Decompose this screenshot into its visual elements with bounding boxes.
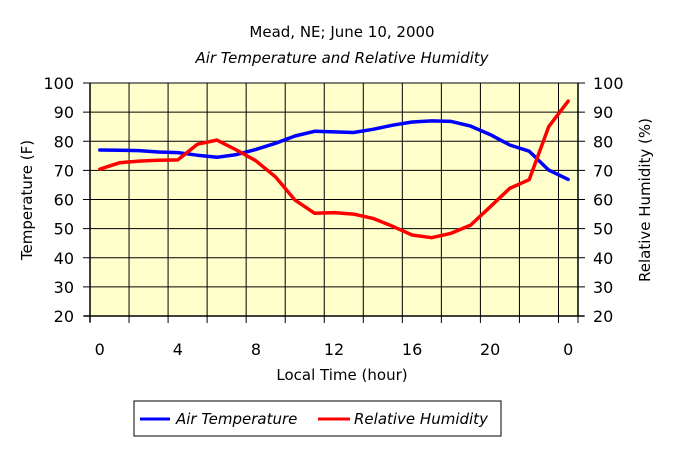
- chart-subtitle: Air Temperature and Relative Humidity: [194, 49, 489, 67]
- legend-box: [133, 400, 502, 437]
- x-tick-label: 12: [324, 340, 344, 359]
- legend-label-relative-humidity: Relative Humidity: [354, 410, 489, 428]
- series-lines: [98, 99, 570, 240]
- y-right-tick-label: 90: [593, 103, 613, 122]
- gridlines: [90, 82, 578, 316]
- x-tick-label: 8: [251, 340, 261, 359]
- y-axis-right-title: Relative Humidity (%): [636, 118, 654, 282]
- y-left-tick-label: 100: [43, 74, 74, 93]
- y-left-tick-label: 90: [54, 103, 74, 122]
- y-right-tick-label: 50: [593, 220, 613, 239]
- series-line-air-temperature: [98, 119, 570, 182]
- y-left-tick-label: 60: [54, 191, 74, 210]
- y-right-tick-label: 100: [593, 74, 624, 93]
- y-right-tick-label: 40: [593, 249, 613, 268]
- y-left-tick-label: 50: [54, 220, 74, 239]
- y-right-tick-label: 30: [593, 278, 613, 297]
- y-right-tick-label: 70: [593, 161, 613, 180]
- legend-label-air-temperature: Air Temperature: [175, 410, 297, 428]
- x-tick-label: 4: [173, 340, 183, 359]
- y-right-tick-label: 20: [593, 307, 613, 326]
- x-tick-label: 16: [402, 340, 422, 359]
- y-left-tick-label: 70: [54, 161, 74, 180]
- y-axis-right-ticks: 20 30 40 50 60 70 80 90 100: [578, 74, 624, 326]
- x-axis-title: Local Time (hour): [276, 366, 407, 384]
- legend: Air Temperature Relative Humidity: [133, 400, 502, 437]
- y-axis-left-ticks: 20 30 40 50 60 70 80 90 100: [43, 74, 90, 326]
- x-tick-label: 0: [95, 340, 105, 359]
- x-axis-ticks: 0 4 8 12 16 20 0: [89, 316, 579, 359]
- y-left-tick-label: 20: [54, 307, 74, 326]
- y-left-tick-label: 40: [54, 249, 74, 268]
- y-axis-left-title: Temperature (F): [18, 140, 36, 261]
- x-tick-label: 0: [563, 340, 573, 359]
- y-right-tick-label: 60: [593, 191, 613, 210]
- chart-title: Mead, NE; June 10, 2000: [249, 23, 434, 41]
- x-tick-label: 20: [480, 340, 500, 359]
- y-left-tick-label: 30: [54, 278, 74, 297]
- y-left-tick-label: 80: [54, 132, 74, 151]
- y-right-tick-label: 80: [593, 132, 613, 151]
